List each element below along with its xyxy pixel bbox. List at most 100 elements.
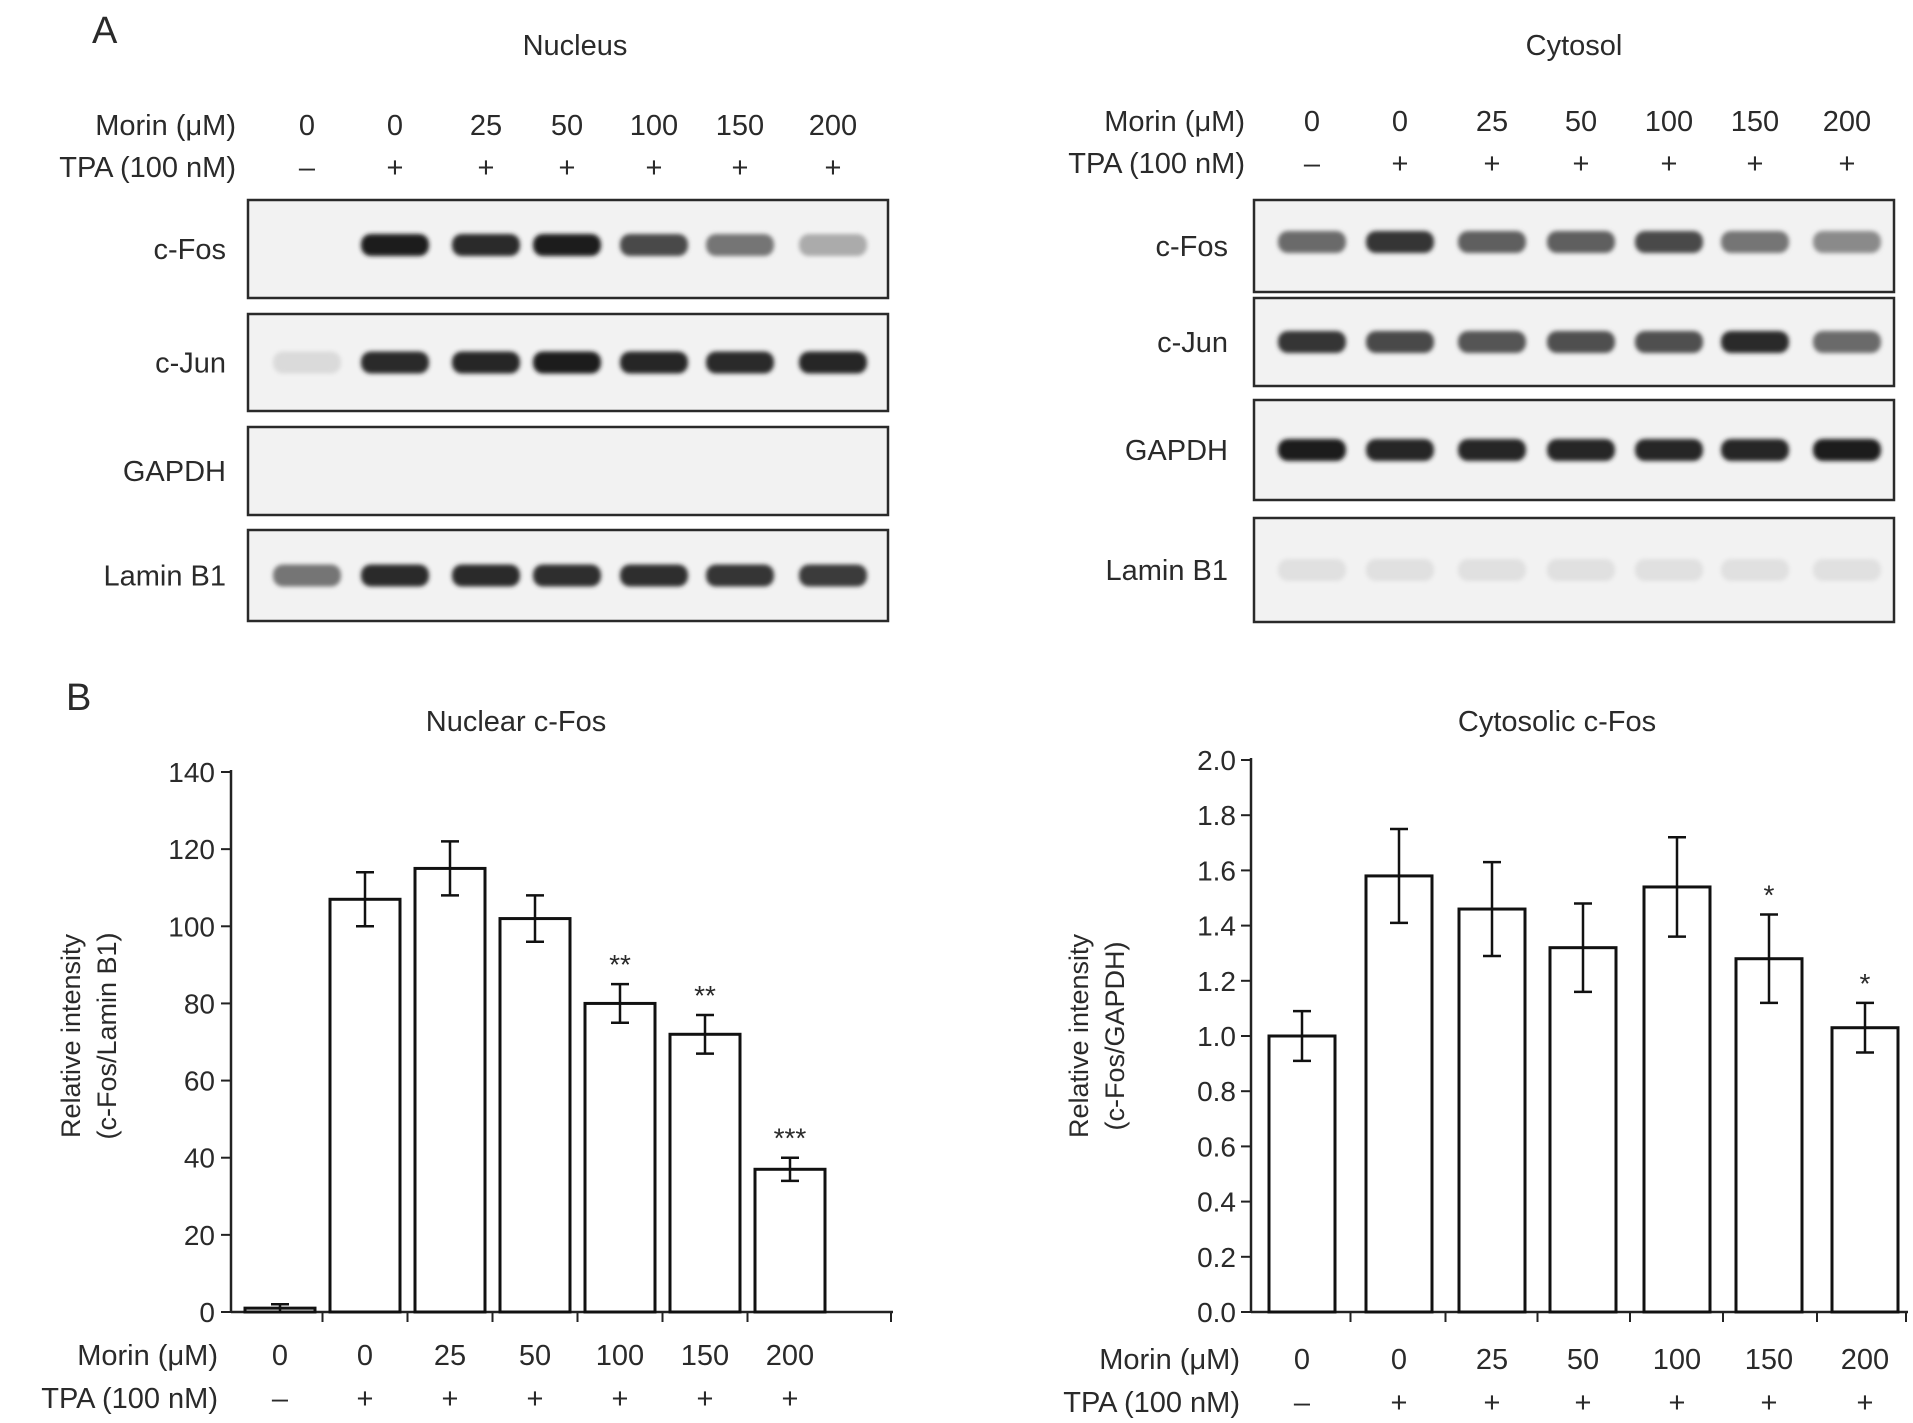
- nucleus-band: [620, 351, 688, 374]
- cytosol-band: [1721, 331, 1789, 353]
- nucleus-lane-tpa-label: +: [387, 152, 404, 184]
- nuclear-significance-mark: **: [609, 949, 631, 980]
- cytosol-lane-tpa-label: +: [1839, 148, 1856, 180]
- nucleus-band: [361, 564, 429, 587]
- nucleus-title: Nucleus: [523, 30, 628, 62]
- cytosol-blot-strips: c-Fos c-Jun GAPDH Lamin B1: [1105, 198, 1896, 624]
- nucleus-lane-tpa-label: +: [646, 152, 663, 184]
- nucleus-band: [533, 564, 601, 587]
- cytosol-lane-tpa-label: +: [1392, 148, 1409, 180]
- cytosol-lane-tpa-label: +: [1484, 148, 1501, 180]
- nucleus-lane-tpa-label: –: [299, 152, 316, 184]
- cytosolic-tpa-label: +: [1575, 1387, 1592, 1419]
- nucleus-band: [452, 564, 520, 587]
- nuclear-y-tick-label: 140: [168, 757, 215, 788]
- nuclear-category-label: 150: [681, 1340, 729, 1372]
- nuclear-ylabel-line2: (c-Fos/Lamin B1): [92, 932, 122, 1139]
- nuclear-category-label: 200: [766, 1340, 814, 1372]
- nuclear-tpa-label: +: [357, 1383, 374, 1415]
- cytosolic-category-label: 150: [1745, 1344, 1793, 1376]
- cytosol-protein-label: GAPDH: [1125, 435, 1228, 467]
- cytosolic-y-tick-label: 1.8: [1197, 800, 1236, 831]
- nuclear-significance-mark: ***: [774, 1123, 807, 1154]
- nuclear-y-tick-label: 20: [184, 1220, 215, 1251]
- nucleus-protein-label: GAPDH: [123, 456, 226, 488]
- nucleus-lane-morin-label: 150: [716, 110, 764, 142]
- cytosol-lane-tpa-label: +: [1661, 148, 1678, 180]
- cytosolic-ylabel-line2: (c-Fos/GAPDH): [1100, 942, 1130, 1131]
- nuclear-y-tick-label: 0: [199, 1297, 215, 1328]
- cytosol-lane-morin-label: 25: [1476, 106, 1508, 138]
- nucleus-protein-label: c-Fos: [154, 234, 227, 266]
- nucleus-band: [620, 234, 688, 256]
- nuclear-cfos-chart: Nuclear c-Fos Relative intensity (c-Fos/…: [41, 706, 893, 1415]
- cytosol-band: [1813, 331, 1881, 353]
- cytosol-lane-morin-label: 200: [1823, 106, 1871, 138]
- cytosol-lane-morin-label: 100: [1645, 106, 1693, 138]
- nuclear-bar: [583, 1001, 657, 1314]
- nucleus-band: [452, 351, 520, 374]
- nucleus-band: [273, 564, 341, 587]
- nuclear-tpa-label: +: [782, 1383, 799, 1415]
- nucleus-lane-tpa-label: +: [478, 152, 495, 184]
- cytosol-morin-label: Morin (μM): [1104, 106, 1245, 138]
- cytosol-lane-tpa-label: –: [1304, 148, 1321, 180]
- nucleus-band: [452, 234, 520, 256]
- nucleus-band: [361, 234, 429, 256]
- cytosol-band: [1547, 231, 1615, 253]
- cytosol-band: [1458, 559, 1526, 581]
- cytosol-band: [1721, 231, 1789, 253]
- cytosolic-significance-mark: *: [1764, 880, 1775, 911]
- cytosol-lane-tpa-label: +: [1573, 148, 1590, 180]
- cytosol-protein-label: Lamin B1: [1105, 555, 1228, 587]
- cytosol-band: [1635, 231, 1703, 253]
- nucleus-blot-panel: Nucleus Morin (μM) TPA (100 nM) 0 – 0 +25 +5…: [59, 30, 890, 623]
- nuclear-category-label: 0: [357, 1340, 373, 1372]
- nuclear-tpa-label: +: [697, 1383, 714, 1415]
- cytosolic-tpa-label: +: [1857, 1387, 1874, 1419]
- nucleus-morin-label: Morin (μM): [95, 110, 236, 142]
- cytosol-band: [1278, 439, 1346, 461]
- nucleus-band: [706, 351, 774, 374]
- cytosol-lane-morin-label: 0: [1392, 106, 1408, 138]
- cytosol-band: [1813, 439, 1881, 461]
- cytosolic-category-label: 200: [1841, 1344, 1889, 1376]
- nucleus-band: [361, 351, 429, 374]
- cytosolic-tpa-label: –: [1294, 1387, 1311, 1419]
- cytosolic-ylabel-line1: Relative intensity: [1064, 933, 1094, 1138]
- cytosol-lane-morin-label: 150: [1731, 106, 1779, 138]
- nuclear-bar: [328, 897, 402, 1314]
- cytosolic-tpa-label: +: [1484, 1387, 1501, 1419]
- cytosolic-bar: [1267, 1034, 1337, 1314]
- nuclear-category-label: 0: [272, 1340, 288, 1372]
- cytosol-band: [1366, 439, 1434, 461]
- nuclear-morin-row-label: Morin (μM): [77, 1340, 218, 1372]
- cytosol-band: [1813, 231, 1881, 253]
- panel-b-label: B: [66, 677, 91, 719]
- cytosol-band: [1366, 559, 1434, 581]
- cytosol-band: [1721, 439, 1789, 461]
- cytosol-band: [1547, 439, 1615, 461]
- nucleus-protein-label: c-Jun: [155, 348, 226, 380]
- cytosolic-y-tick-label: 0.2: [1197, 1242, 1236, 1273]
- cytosol-band: [1458, 231, 1526, 253]
- nuclear-y-tick-label: 100: [168, 911, 215, 942]
- nuclear-y-tick-label: 40: [184, 1143, 215, 1174]
- cytosol-blot-panel: Cytosol Morin (μM) TPA (100 nM) 0 – 0 +25 +5…: [1068, 30, 1896, 624]
- cytosolic-y-tick-label: 2.0: [1197, 745, 1236, 776]
- nucleus-band: [533, 351, 601, 374]
- nucleus-lane-tpa-label: +: [559, 152, 576, 184]
- cytosolic-cfos-chart: Cytosolic c-Fos Relative intensity (c-Fo…: [1063, 706, 1908, 1419]
- cytosolic-tpa-label: +: [1761, 1387, 1778, 1419]
- cytosol-band: [1366, 231, 1434, 253]
- nuclear-bar: [498, 917, 572, 1314]
- nucleus-blot-strip: [246, 425, 890, 517]
- nucleus-lane-morin-label: 100: [630, 110, 678, 142]
- cytosol-band: [1547, 559, 1615, 581]
- cytosolic-bar: [1548, 946, 1618, 1314]
- cytosolic-bar: [1830, 1026, 1900, 1314]
- nucleus-band: [799, 564, 867, 587]
- nucleus-lane-morin-label: 0: [299, 110, 315, 142]
- cytosol-title: Cytosol: [1526, 30, 1623, 62]
